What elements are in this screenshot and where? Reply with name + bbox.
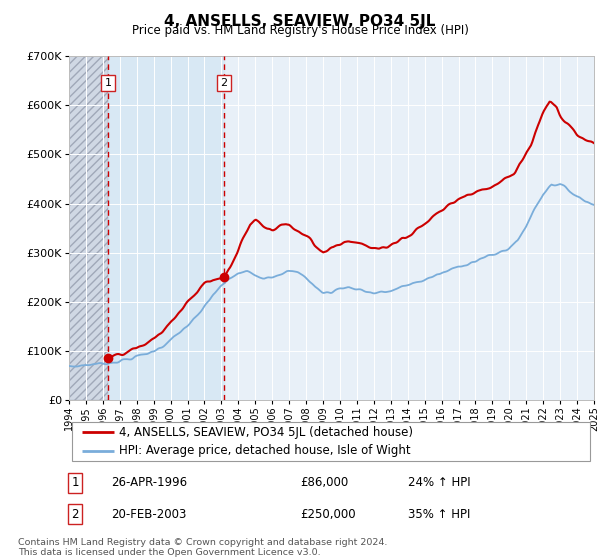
Text: 20-FEB-2003: 20-FEB-2003 xyxy=(111,507,187,521)
Text: HPI: Average price, detached house, Isle of Wight: HPI: Average price, detached house, Isle… xyxy=(119,445,410,458)
Text: £250,000: £250,000 xyxy=(300,507,356,521)
Text: 26-APR-1996: 26-APR-1996 xyxy=(111,476,187,489)
Text: Contains HM Land Registry data © Crown copyright and database right 2024.
This d: Contains HM Land Registry data © Crown c… xyxy=(18,538,388,557)
Text: 1: 1 xyxy=(71,476,79,489)
Bar xyxy=(108,56,224,400)
Bar xyxy=(69,56,108,400)
Text: 4, ANSELLS, SEAVIEW, PO34 5JL (detached house): 4, ANSELLS, SEAVIEW, PO34 5JL (detached … xyxy=(119,426,413,438)
Text: 4, ANSELLS, SEAVIEW, PO34 5JL: 4, ANSELLS, SEAVIEW, PO34 5JL xyxy=(164,14,436,29)
Text: 1: 1 xyxy=(105,78,112,88)
Text: Price paid vs. HM Land Registry's House Price Index (HPI): Price paid vs. HM Land Registry's House … xyxy=(131,24,469,36)
Text: 2: 2 xyxy=(71,507,79,521)
Text: 2: 2 xyxy=(220,78,227,88)
FancyBboxPatch shape xyxy=(71,422,590,461)
Text: 24% ↑ HPI: 24% ↑ HPI xyxy=(408,476,470,489)
Bar xyxy=(69,56,108,400)
Text: £86,000: £86,000 xyxy=(300,476,348,489)
Text: 35% ↑ HPI: 35% ↑ HPI xyxy=(408,507,470,521)
